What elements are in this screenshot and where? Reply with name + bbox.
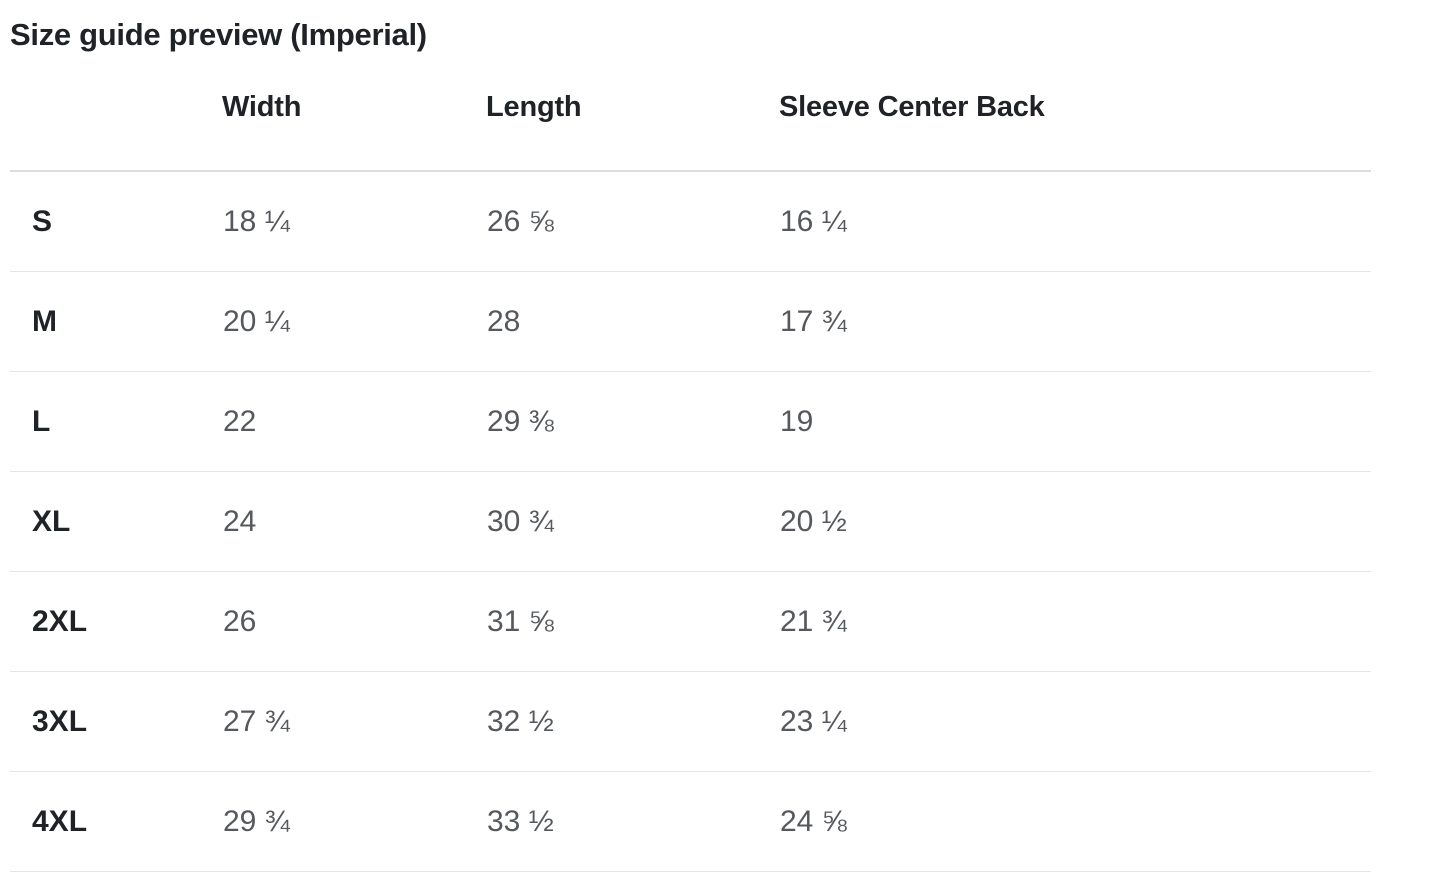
column-header-size — [10, 59, 222, 173]
length-value: 30 ¾ — [487, 504, 554, 538]
table-row: 3XL 27 ¾ 32 ½ 23 ¼ — [10, 672, 1371, 772]
sleeve-center-back-value: 21 ¾ — [780, 604, 847, 638]
table-header-row: Width Length Sleeve Center Back — [10, 59, 1371, 173]
length-value: 33 ½ — [487, 804, 554, 838]
size-label: L — [32, 404, 51, 438]
sleeve-center-back-value: 17 ¾ — [780, 304, 847, 338]
width-value: 29 ¾ — [223, 804, 290, 838]
size-label: 3XL — [32, 704, 88, 738]
width-value: 24 — [223, 504, 257, 538]
sleeve-center-back-value: 19 — [780, 404, 814, 438]
width-value: 18 ¼ — [223, 204, 290, 238]
length-value: 29 ⅜ — [487, 404, 554, 438]
size-guide-table: Width Length Sleeve Center Back S 18 ¼ 2… — [10, 59, 1371, 872]
table-row: XL 24 30 ¾ 20 ½ — [10, 472, 1371, 572]
sleeve-center-back-value: 16 ¼ — [780, 204, 847, 238]
width-value: 22 — [223, 404, 257, 438]
column-header-width: Width — [222, 59, 486, 173]
sleeve-center-back-value: 20 ½ — [780, 504, 847, 538]
table-row: S 18 ¼ 26 ⅝ 16 ¼ — [10, 171, 1371, 272]
column-header-length: Length — [486, 59, 779, 173]
size-label: S — [32, 204, 53, 238]
length-value: 26 ⅝ — [487, 204, 554, 238]
sleeve-center-back-value: 23 ¼ — [780, 704, 847, 738]
table-row: 4XL 29 ¾ 33 ½ 24 ⅝ — [10, 772, 1371, 872]
sleeve-center-back-value: 24 ⅝ — [780, 804, 847, 838]
column-header-sleeve-center-back: Sleeve Center Back — [779, 59, 1371, 173]
width-value: 20 ¼ — [223, 304, 290, 338]
table-row: L 22 29 ⅜ 19 — [10, 372, 1371, 472]
page-title: Size guide preview (Imperial) — [10, 17, 427, 52]
width-value: 27 ¾ — [223, 704, 290, 738]
length-value: 32 ½ — [487, 704, 554, 738]
table-row: M 20 ¼ 28 17 ¾ — [10, 272, 1371, 372]
size-label: 2XL — [32, 604, 88, 638]
size-label: XL — [32, 504, 71, 538]
size-label: 4XL — [32, 804, 88, 838]
size-label: M — [32, 304, 57, 338]
length-value: 28 — [487, 304, 521, 338]
table-row: 2XL 26 31 ⅝ 21 ¾ — [10, 572, 1371, 672]
length-value: 31 ⅝ — [487, 604, 554, 638]
width-value: 26 — [223, 604, 257, 638]
